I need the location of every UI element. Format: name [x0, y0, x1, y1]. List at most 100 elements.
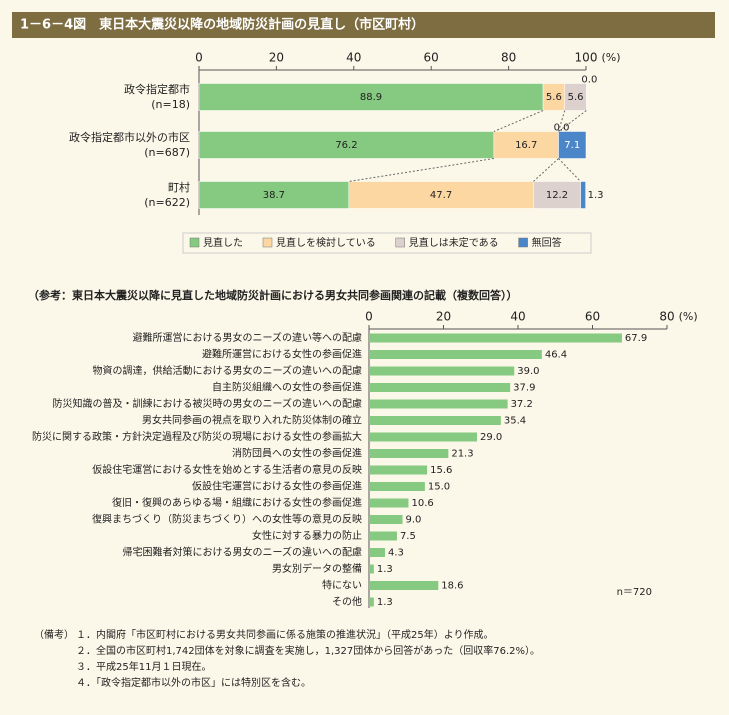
note-item: ３．平成25年11月１日現在。 — [76, 660, 211, 673]
connector — [348, 158, 494, 182]
category-label: 町村 — [168, 180, 190, 194]
category-label: 帰宅困難者対策における男女のニーズの違いへの配慮 — [123, 546, 363, 559]
bar — [369, 449, 449, 458]
category-label: 避難所運営における男女のニーズの違い等への配慮 — [133, 331, 363, 344]
category-count: (n=622) — [144, 196, 190, 209]
value-label: 47.7 — [430, 190, 452, 201]
bar — [369, 531, 397, 541]
value-label: 10.6 — [411, 498, 433, 509]
x-tick-label: 40 — [346, 51, 361, 65]
x-tick-label: 0 — [195, 51, 203, 65]
title-bar — [12, 12, 715, 38]
value-label: 39.0 — [517, 366, 539, 377]
x-tick-label: 60 — [424, 51, 439, 65]
bar-segment — [580, 181, 586, 209]
value-label: 37.2 — [511, 399, 533, 410]
x-axis-unit: (%) — [679, 310, 698, 323]
bar-segment — [198, 131, 495, 159]
value-label: 76.2 — [335, 140, 357, 151]
value-label: 88.9 — [360, 92, 382, 103]
bar-segment — [348, 181, 534, 209]
category-label: 消防団員への女性の参画促進 — [232, 447, 362, 460]
value-label: 12.2 — [546, 190, 568, 201]
category-label: 仮設住宅運営における女性の参画促進 — [192, 480, 362, 493]
bar — [369, 416, 501, 425]
category-label: 物資の調達，供給活動における男女のニーズの違いへの配慮 — [93, 364, 363, 377]
category-label: 自主防災組織への女性の参画促進 — [212, 381, 362, 394]
notes-label: （備考） — [34, 628, 74, 641]
x-tick-label: 0 — [365, 310, 373, 324]
value-label: 7.1 — [564, 140, 580, 151]
category-label: 避難所運営における女性の参画促進 — [202, 348, 362, 361]
legend-swatch — [262, 237, 273, 248]
value-label: 15.6 — [430, 465, 452, 476]
legend-swatch — [395, 237, 405, 248]
category-label: 政令指定都市以外の市区 — [69, 130, 190, 144]
bar-segment — [533, 181, 581, 209]
legend-label: 無回答 — [532, 236, 562, 249]
bar — [369, 350, 542, 359]
value-label: 29.0 — [480, 432, 502, 443]
note-item: ２．全国の市区町村1,742団体を対象に調査を実施し，1,327団体から回答があ… — [76, 644, 540, 657]
x-tick-label: 80 — [659, 310, 674, 324]
x-tick-label: 20 — [269, 51, 284, 65]
legend-label: 見直しを検討している — [276, 236, 376, 249]
note-item: １．内閣府「市区町村における男女共同参画に係る施策の推進状況」（平成25年）より… — [76, 628, 494, 641]
x-tick-label: 20 — [436, 310, 451, 324]
bar — [369, 581, 439, 590]
legend-label: 見直した — [203, 236, 243, 249]
bar-segment — [493, 131, 559, 159]
value-label: 9.0 — [406, 515, 422, 526]
category-label: 復旧・復興のあらゆる場・組織における女性の参画促進 — [112, 496, 362, 509]
value-label: 21.3 — [451, 449, 473, 460]
bar — [369, 432, 478, 442]
x-tick-label: 60 — [585, 310, 600, 324]
category-label: 復興まちづくり（防災まちづくり）への女性等の意見の反映 — [92, 513, 362, 526]
legend-frame — [182, 232, 592, 254]
bar — [369, 498, 409, 508]
category-label: 男女別データの整備 — [272, 562, 362, 575]
legend-swatch — [189, 237, 200, 248]
category-count: (n=18) — [151, 98, 190, 111]
bar — [369, 482, 425, 491]
bar-segment — [558, 131, 587, 159]
connector — [558, 110, 587, 132]
category-label: その他 — [332, 595, 362, 608]
value-label: 16.7 — [515, 140, 537, 151]
bar — [369, 366, 515, 376]
category-label: 男女共同参画の視点を取り入れた防災体制の確立 — [142, 414, 362, 427]
bar — [369, 399, 508, 409]
legend-swatch — [518, 237, 528, 248]
category-label: 防災知識の普及・訓練における被災時の男女のニーズの違いへの配慮 — [53, 397, 363, 410]
x-tick-label: 100 — [575, 51, 598, 65]
bar-segment — [198, 181, 350, 209]
bar — [369, 515, 403, 524]
x-tick-label: 80 — [501, 51, 516, 65]
category-count: (n=687) — [144, 146, 190, 159]
value-label: 0.0 — [581, 75, 597, 86]
bar — [369, 548, 386, 557]
value-label: 35.4 — [504, 416, 526, 427]
value-label: 7.5 — [400, 531, 416, 542]
value-label: 1.3 — [377, 597, 393, 608]
note-item: ４．「政令指定都市以外の市区」には特別区を含む。 — [76, 676, 311, 689]
bar — [369, 465, 428, 475]
value-label: 18.6 — [441, 581, 463, 592]
value-label: 1.3 — [377, 564, 393, 575]
x-tick-label: 40 — [510, 310, 525, 324]
bar — [369, 383, 511, 392]
category-label: 防災に関する政策・方針決定過程及び防災の現場における女性の参画拡大 — [32, 430, 362, 443]
bar — [369, 597, 374, 607]
bar — [369, 333, 622, 343]
value-label: 1.3 — [588, 190, 604, 201]
category-label: 政令指定都市 — [124, 82, 190, 96]
connector — [493, 110, 544, 132]
value-label: 5.6 — [546, 92, 562, 103]
connector — [558, 158, 581, 182]
value-label: 0.0 — [554, 123, 570, 134]
value-label: 38.7 — [263, 190, 285, 201]
figure-title: 1－6－4図 東日本大震災以降の地域防災計画の見直し（市区町村） — [20, 17, 424, 33]
value-label: 67.9 — [625, 333, 647, 344]
